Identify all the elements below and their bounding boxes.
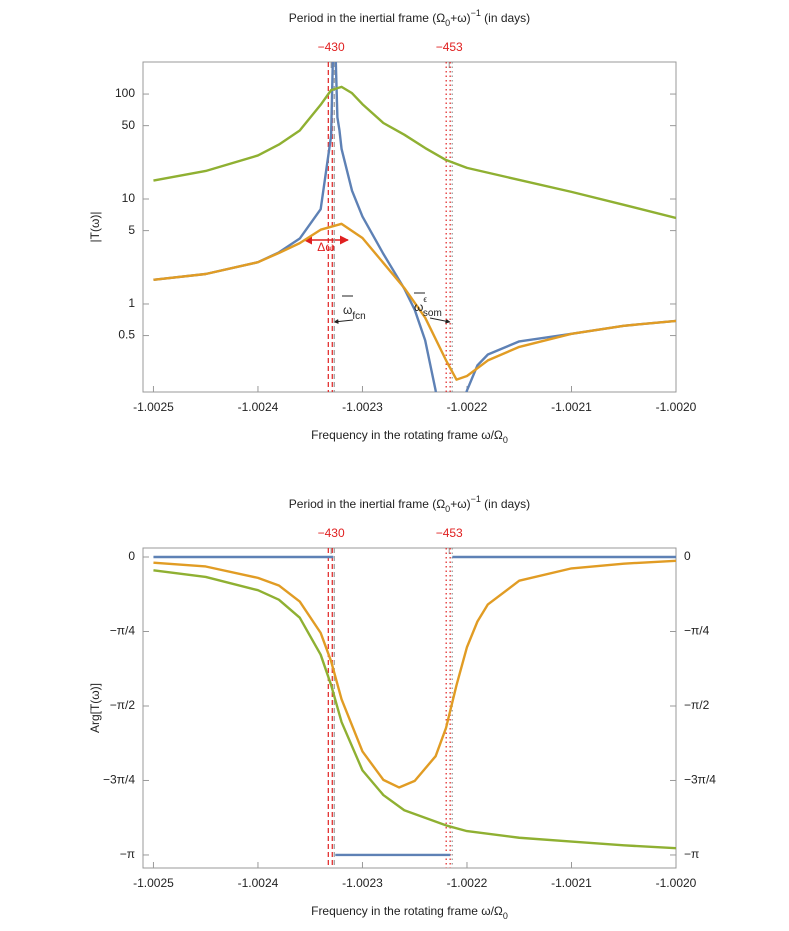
data-line	[153, 62, 676, 392]
y-tick-label-right: −π/2	[684, 698, 710, 712]
chart-title-part: (in days)	[481, 11, 530, 25]
y-tick-label: −π/4	[110, 624, 136, 638]
x-tick-label: -1.0023	[342, 400, 383, 414]
annotation: ωϵ som	[414, 295, 442, 319]
chart-title-part: +ω)	[450, 497, 470, 511]
chart-title-part: Period in the inertial frame (Ω	[289, 11, 445, 25]
x-tick-label: -1.0023	[342, 876, 383, 890]
x-tick-label: -1.0024	[238, 400, 279, 414]
y-axis-label: |T(ω)|	[88, 212, 102, 243]
plot-area	[153, 62, 676, 392]
chart-title-part: (in days)	[481, 497, 530, 511]
y-tick-label-right: −3π/4	[684, 773, 716, 787]
chart-title: Period in the inertial frame (Ω0+ω)−1 (i…	[289, 494, 530, 514]
chart-title-part: Period in the inertial frame (Ω	[289, 497, 445, 511]
annotation-sub: som	[423, 308, 442, 319]
data-line	[153, 222, 676, 381]
x-tick-label: -1.0020	[656, 400, 697, 414]
chart-title-part: −1	[471, 8, 481, 18]
x-tick-label: -1.0020	[656, 876, 697, 890]
top-tick-label: −430	[318, 526, 345, 540]
x-tick-label: -1.0022	[447, 876, 488, 890]
x-tick-label: -1.0025	[133, 876, 174, 890]
chart-title-part: −1	[471, 494, 481, 504]
data-line	[153, 555, 676, 857]
x-tick-label: -1.0024	[238, 876, 279, 890]
plot-area	[153, 555, 676, 857]
annotation-sub: fcn	[352, 311, 365, 322]
top-tick-label: −453	[436, 526, 463, 540]
plot-frame	[142, 61, 677, 393]
x-axis-label-part: 0	[503, 911, 508, 921]
chart-title-part: 0	[445, 18, 450, 28]
x-axis-label-part: Frequency in the rotating frame ω/Ω	[311, 904, 503, 918]
y-tick-label: 0	[128, 549, 135, 563]
top-tick-label: −453	[436, 40, 463, 54]
som-arrow	[429, 317, 451, 324]
y-tick-label: 100	[115, 86, 135, 100]
data-line	[153, 559, 676, 789]
annotation: Δω	[317, 240, 334, 254]
y-tick-label-right: −π/4	[684, 624, 710, 638]
x-axis-label: Frequency in the rotating frame ω/Ω0	[311, 904, 508, 921]
x-axis-label-part: Frequency in the rotating frame ω/Ω	[311, 428, 503, 442]
chart-title-part: +ω)	[450, 11, 470, 25]
annotation-sup: ϵ	[423, 295, 427, 304]
annotation-symbol: ω	[343, 303, 352, 317]
x-axis-label: Frequency in the rotating frame ω/Ω0	[311, 428, 508, 445]
x-tick-label: -1.0021	[551, 400, 592, 414]
fcn-arrow	[333, 319, 354, 325]
y-tick-label: 10	[122, 191, 136, 205]
data-line	[153, 85, 676, 220]
data-line	[153, 569, 676, 850]
y-tick-label: 50	[122, 118, 136, 132]
annotation: ωfcn	[343, 303, 366, 321]
x-tick-label: -1.0021	[551, 876, 592, 890]
annotation-symbol: ω	[414, 300, 423, 314]
y-tick-label-right: 0	[684, 549, 691, 563]
y-axis-label: Arg[T(ω)]	[88, 683, 102, 733]
y-tick-label-right: −π	[684, 847, 699, 861]
y-tick-label: −π/2	[110, 698, 136, 712]
y-tick-label: −3π/4	[103, 773, 135, 787]
y-tick-label: −π	[120, 847, 135, 861]
chart-title: Period in the inertial frame (Ω0+ω)−1 (i…	[289, 8, 530, 28]
top-tick-label: −430	[318, 40, 345, 54]
plot-frame	[142, 547, 677, 869]
y-tick-label: 1	[128, 296, 135, 310]
x-tick-label: -1.0022	[447, 400, 488, 414]
x-tick-label: -1.0025	[133, 400, 174, 414]
y-tick-label: 0.5	[118, 328, 135, 342]
x-axis-label-part: 0	[503, 435, 508, 445]
chart-title-part: 0	[445, 504, 450, 514]
y-tick-label: 5	[128, 223, 135, 237]
